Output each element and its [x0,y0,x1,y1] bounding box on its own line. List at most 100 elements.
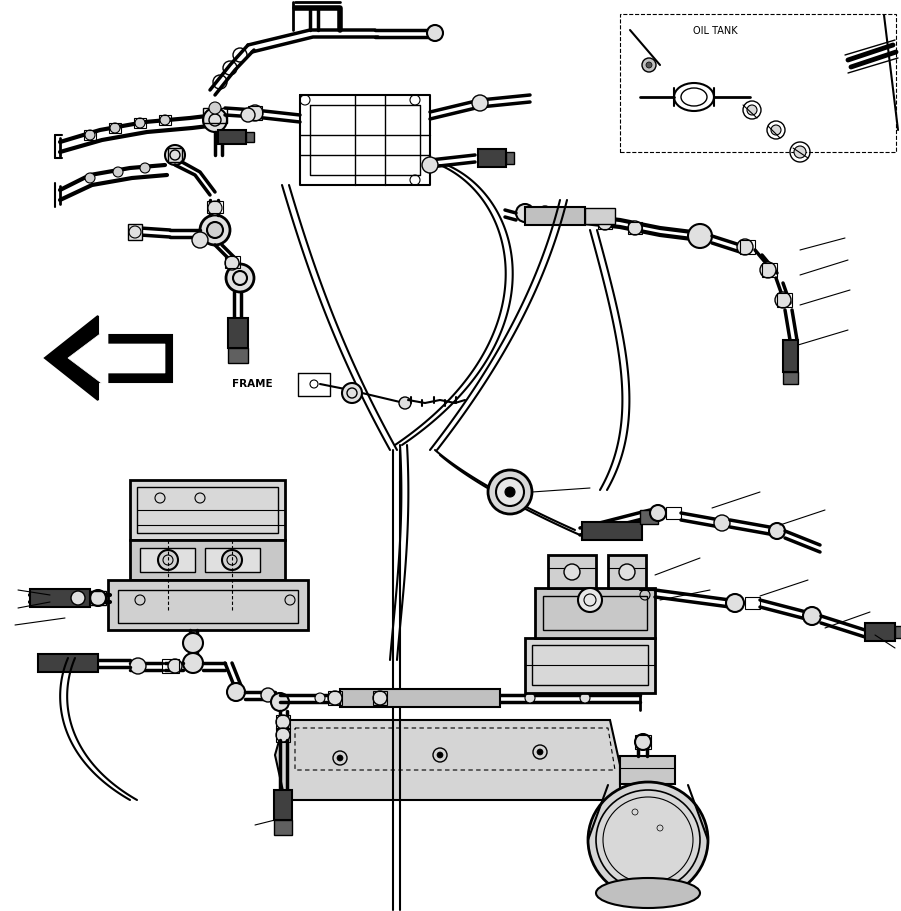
Circle shape [525,693,535,703]
Circle shape [225,256,239,270]
Circle shape [276,728,290,742]
Circle shape [360,693,370,703]
Bar [585,208,615,224]
Bar [38,654,98,672]
Bar [203,108,227,123]
Bar [478,149,506,167]
Bar [128,224,142,240]
Circle shape [516,204,534,222]
Circle shape [90,590,106,606]
Bar [740,240,755,254]
Circle shape [227,683,245,701]
Circle shape [261,688,275,702]
Bar [340,689,500,707]
Circle shape [568,211,582,225]
Bar [525,207,585,225]
Circle shape [427,25,443,41]
Bar [130,540,285,580]
Bar [248,106,262,120]
Circle shape [183,653,203,673]
Ellipse shape [596,790,700,890]
Bar [228,318,248,348]
Circle shape [688,224,712,248]
Bar [276,728,290,742]
Text: FRAME: FRAME [232,379,273,389]
Circle shape [328,691,342,705]
Circle shape [496,478,524,506]
Bar [543,596,647,630]
Bar [548,555,596,588]
Circle shape [160,115,170,125]
Circle shape [209,102,221,114]
Circle shape [769,523,785,539]
Circle shape [271,693,289,711]
Circle shape [140,163,150,173]
Circle shape [168,659,182,673]
Circle shape [208,201,222,215]
Bar [274,820,292,835]
Circle shape [760,262,776,278]
Circle shape [110,123,120,133]
Bar [159,115,171,125]
Circle shape [488,470,532,514]
Circle shape [85,173,95,183]
Circle shape [472,95,488,111]
Circle shape [794,146,806,158]
Circle shape [135,118,145,128]
Bar [532,645,648,685]
Bar [783,372,798,384]
Bar [218,130,246,144]
Bar [108,580,308,630]
Circle shape [803,607,821,625]
Circle shape [646,62,652,68]
Bar [745,597,760,609]
Bar [140,548,195,572]
Circle shape [226,264,254,292]
Bar [666,507,681,519]
Bar [568,212,582,224]
Bar [608,555,646,588]
Bar [538,207,552,219]
Circle shape [415,693,425,703]
Bar [205,548,260,572]
Circle shape [399,397,411,409]
Circle shape [771,125,781,135]
Circle shape [437,752,443,758]
Circle shape [619,564,635,580]
Bar [620,14,896,152]
Bar [525,638,655,693]
Bar [506,152,514,164]
Circle shape [635,734,651,750]
Circle shape [192,232,208,248]
Circle shape [580,693,590,703]
Circle shape [747,105,757,115]
Bar [762,263,777,277]
Circle shape [165,145,185,165]
Ellipse shape [596,878,700,908]
Circle shape [642,58,656,72]
Bar [777,293,792,307]
Text: OIL TANK: OIL TANK [693,26,738,36]
Circle shape [726,594,744,612]
Circle shape [775,292,791,308]
Ellipse shape [588,782,708,898]
Bar [246,132,254,142]
Circle shape [422,157,438,173]
Circle shape [373,691,387,705]
Circle shape [470,693,480,703]
Bar [109,123,121,133]
Circle shape [578,588,602,612]
Circle shape [337,755,343,761]
Bar [865,623,895,641]
Circle shape [200,215,230,245]
Bar [328,691,342,705]
Circle shape [505,487,515,497]
Bar [895,626,901,638]
Circle shape [71,591,85,605]
Bar [137,487,278,533]
Bar [84,130,96,140]
Circle shape [207,222,223,238]
Circle shape [276,715,290,729]
Bar [535,588,655,638]
Circle shape [241,108,255,122]
